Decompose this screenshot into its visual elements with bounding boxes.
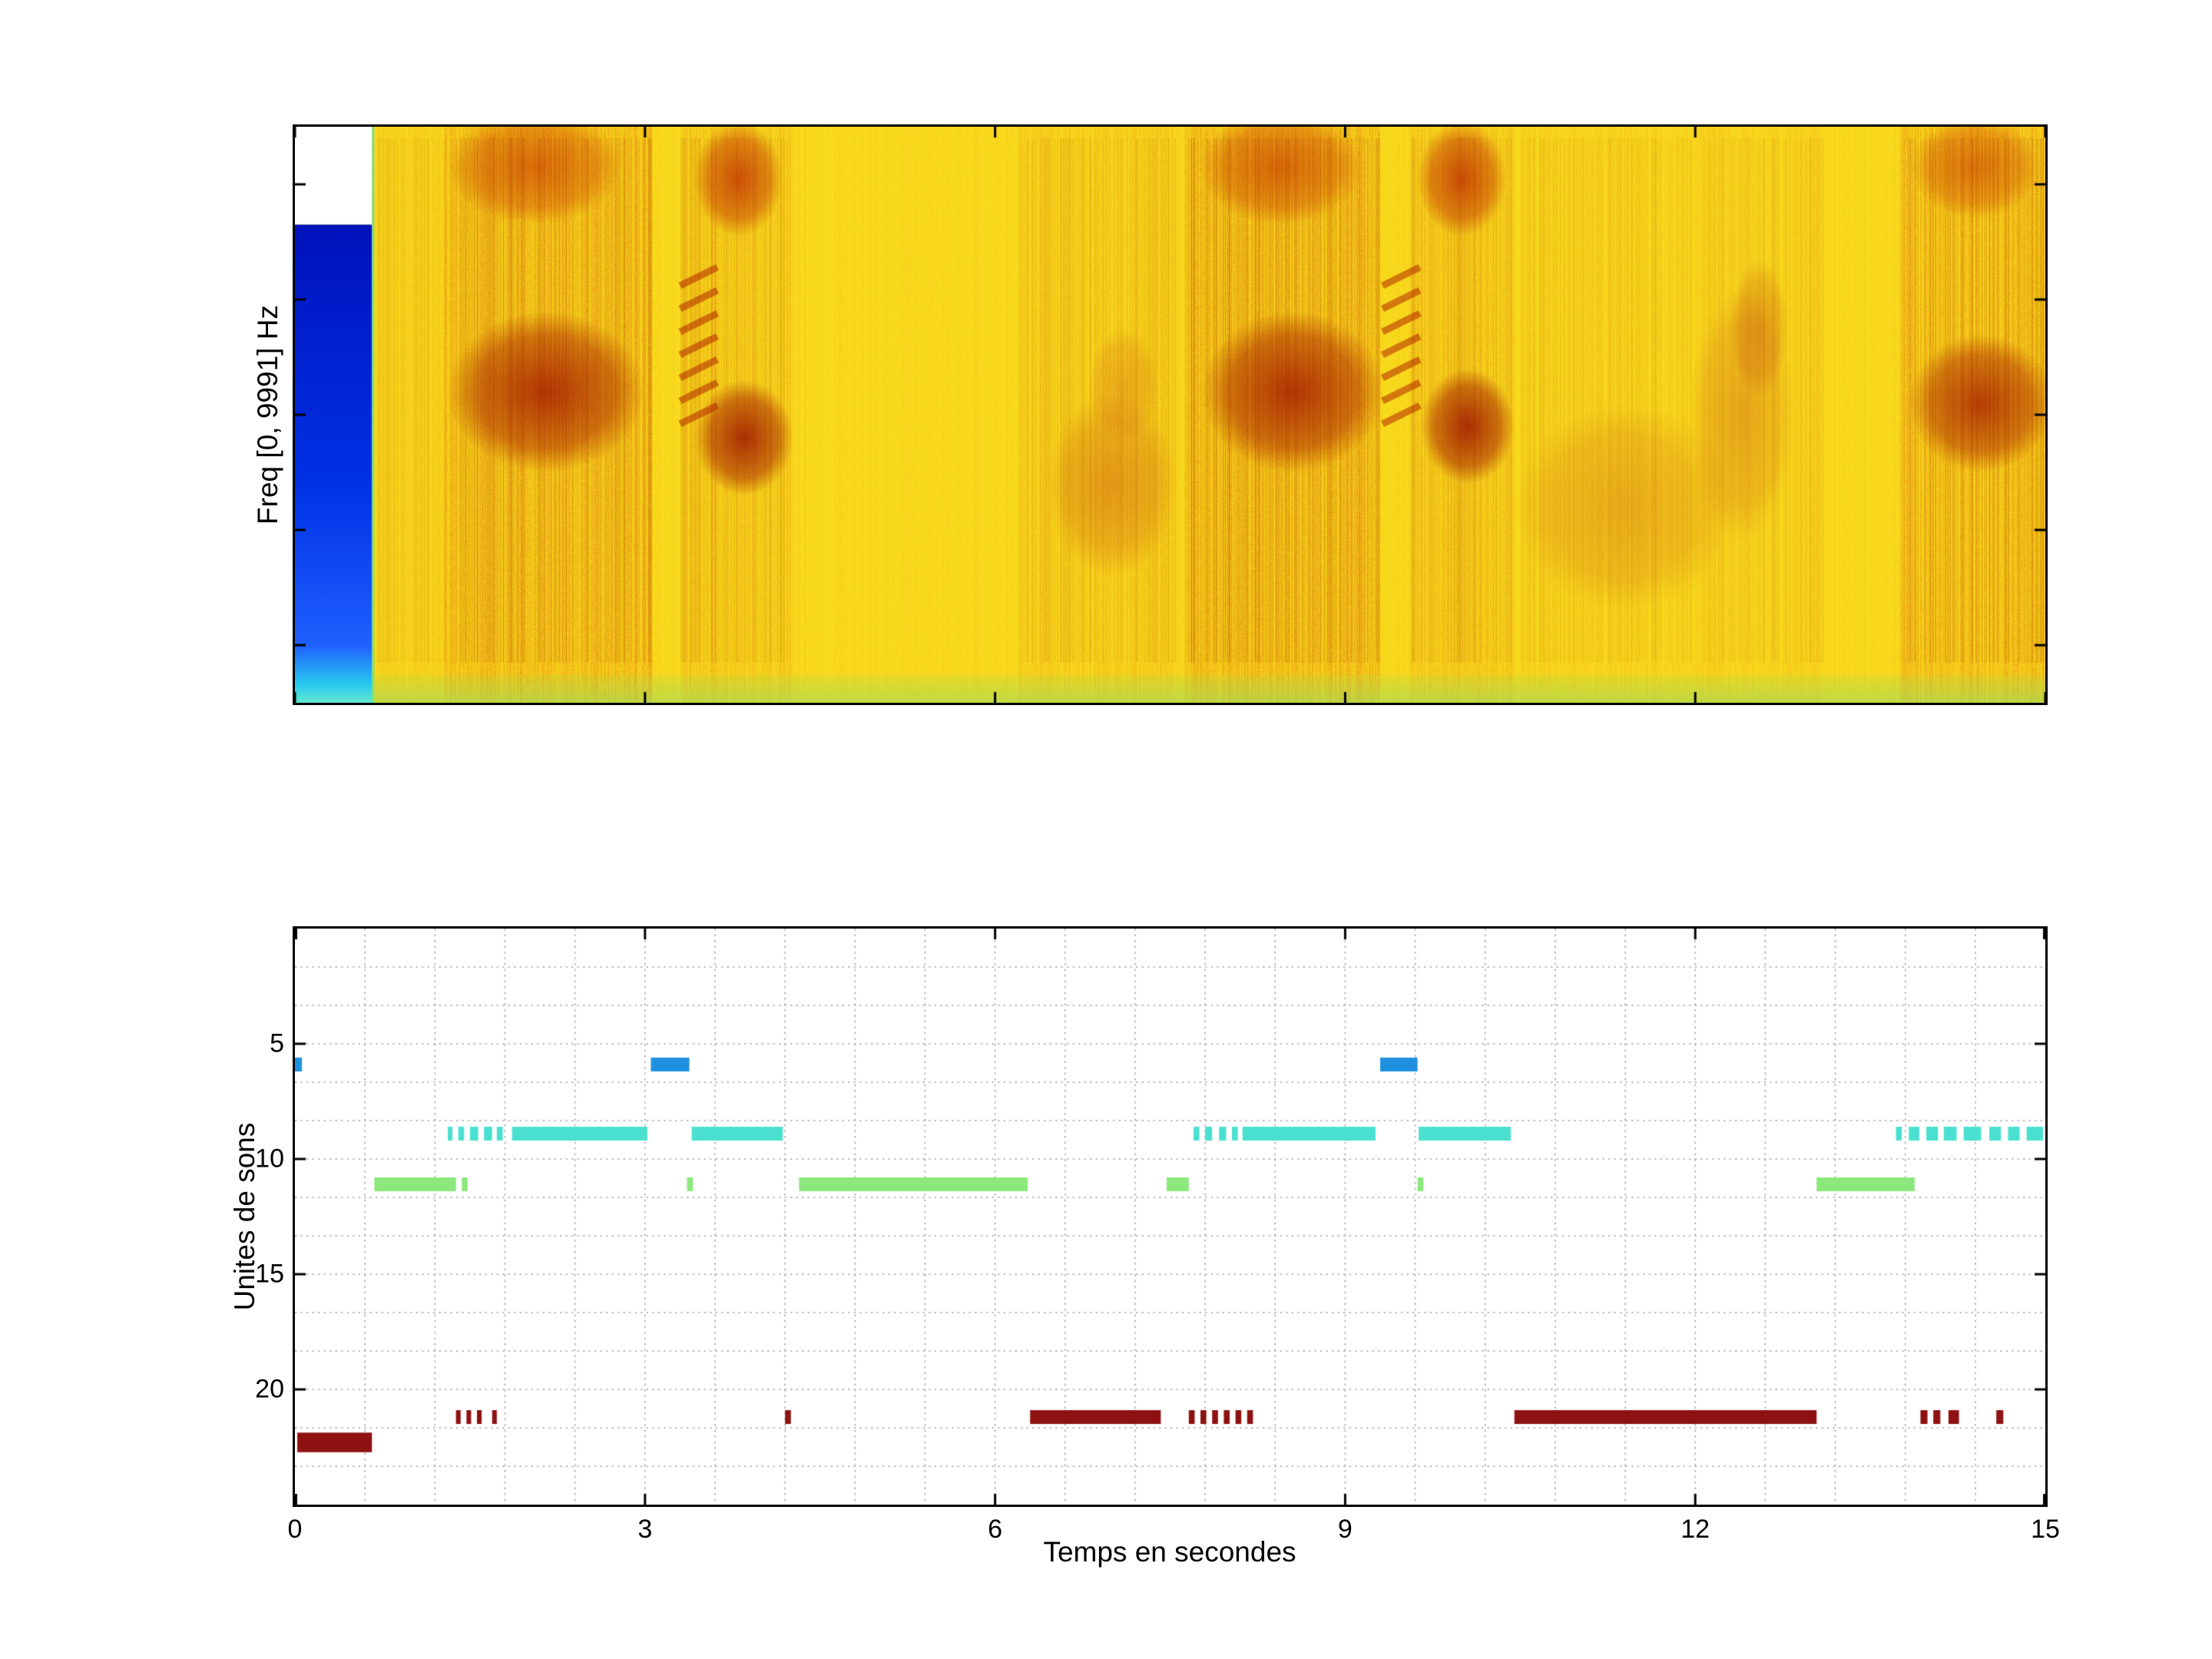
units-canvas bbox=[295, 929, 2045, 1505]
y-tick-label: 5 bbox=[270, 1028, 284, 1058]
x-tick-label: 12 bbox=[1681, 1515, 1710, 1544]
x-tick-label: 15 bbox=[2031, 1515, 2060, 1544]
units-plot bbox=[293, 926, 2048, 1507]
x-tick-label: 0 bbox=[287, 1515, 303, 1544]
y-tick-label: 10 bbox=[255, 1144, 284, 1174]
spectrogram-ylabel: Freq [0, 9991] Hz bbox=[252, 305, 283, 525]
y-tick-label: 15 bbox=[255, 1259, 284, 1289]
x-tick-label: 9 bbox=[1337, 1515, 1353, 1544]
y-tick-label: 20 bbox=[255, 1374, 284, 1404]
x-tick-label: 6 bbox=[988, 1515, 1003, 1544]
spectrogram-canvas bbox=[295, 127, 2045, 703]
spectrogram-plot bbox=[293, 124, 2048, 705]
x-axis-label: Temps en secondes bbox=[1043, 1536, 1296, 1568]
x-tick-label: 3 bbox=[637, 1515, 653, 1544]
